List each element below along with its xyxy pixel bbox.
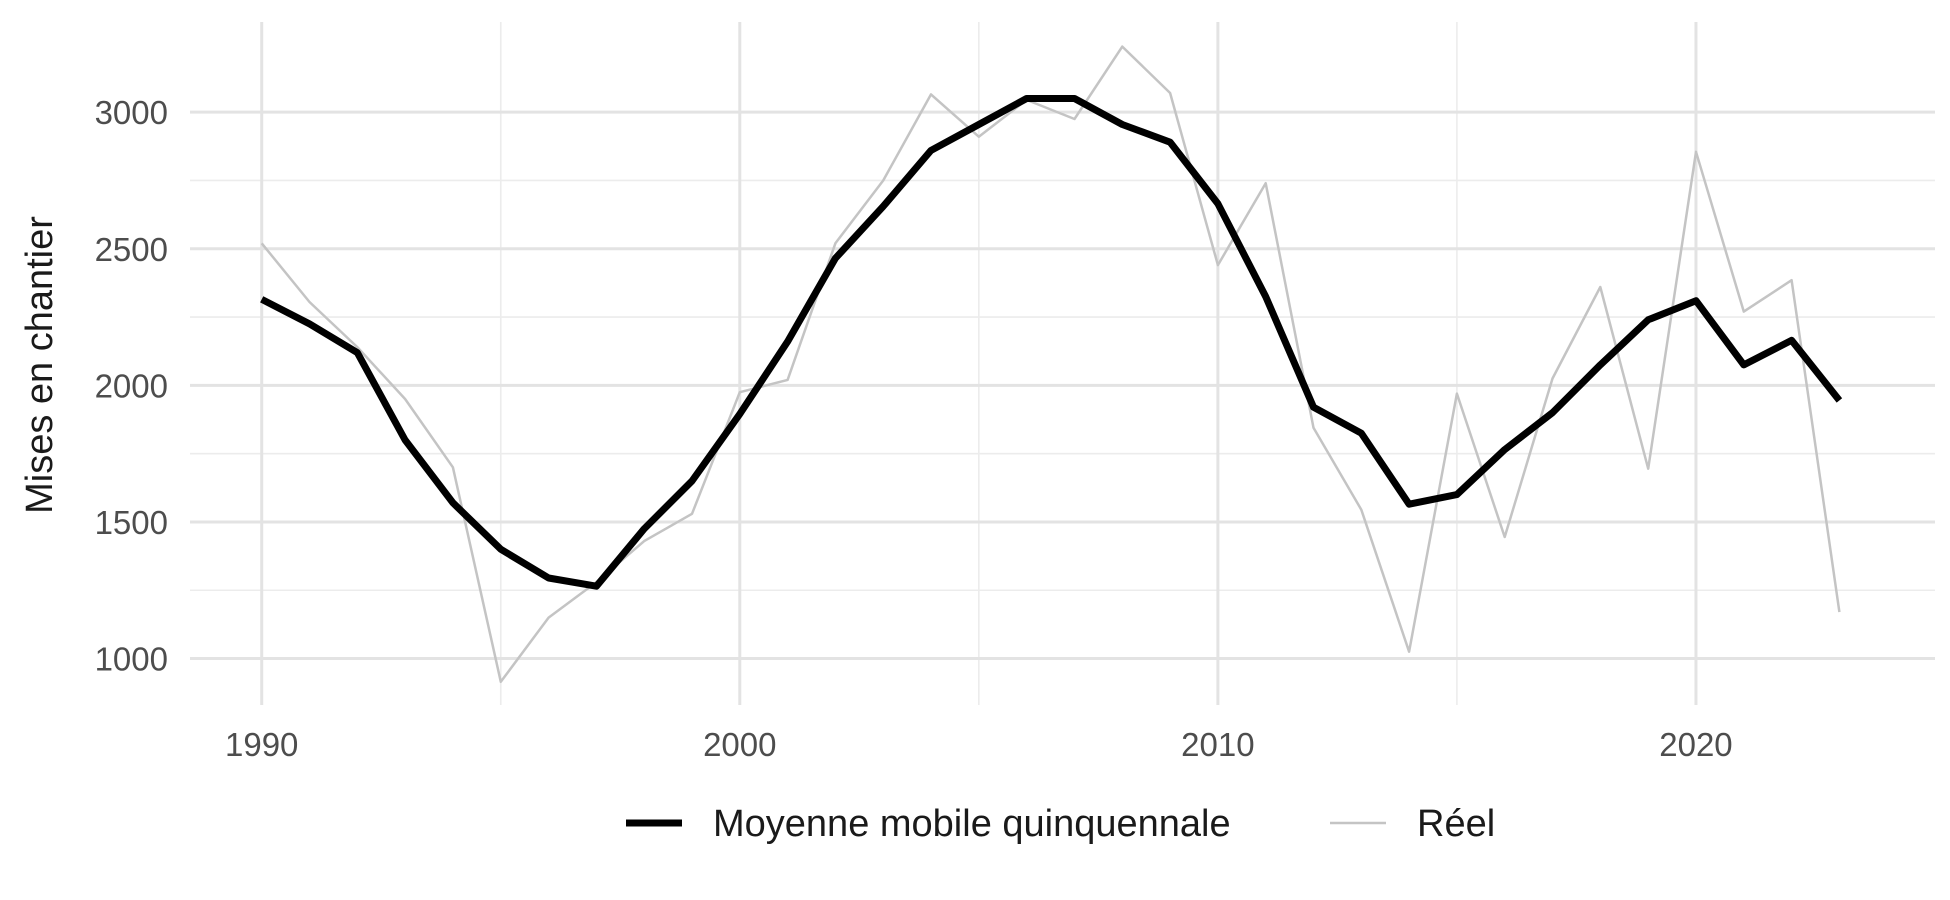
y-axis-ticks: 1000 1500 2000 2500 3000	[95, 94, 168, 677]
x-tick-label: 1990	[225, 726, 298, 763]
grid	[190, 22, 1935, 705]
series-line-reel	[260, 45, 1841, 684]
series-line-moyenne-mobile	[260, 95, 1843, 590]
y-tick-label: 2500	[95, 231, 168, 268]
y-tick-label: 3000	[95, 94, 168, 131]
y-tick-label: 1000	[95, 641, 168, 678]
series-lines	[260, 45, 1843, 684]
legend-label-moyenne-mobile: Moyenne mobile quinquennale	[713, 803, 1231, 845]
legend: Moyenne mobile quinquennale Réel	[626, 803, 1495, 845]
x-tick-label: 2000	[703, 726, 776, 763]
x-tick-label: 2020	[1659, 726, 1732, 763]
y-tick-label: 1500	[95, 504, 168, 541]
y-axis-title: Mises en chantier	[19, 216, 61, 514]
x-tick-label: 2010	[1181, 726, 1254, 763]
legend-label-reel: Réel	[1417, 803, 1495, 845]
x-axis-ticks: 1990 2000 2010 2020	[225, 726, 1733, 763]
y-tick-label: 2000	[95, 367, 168, 404]
